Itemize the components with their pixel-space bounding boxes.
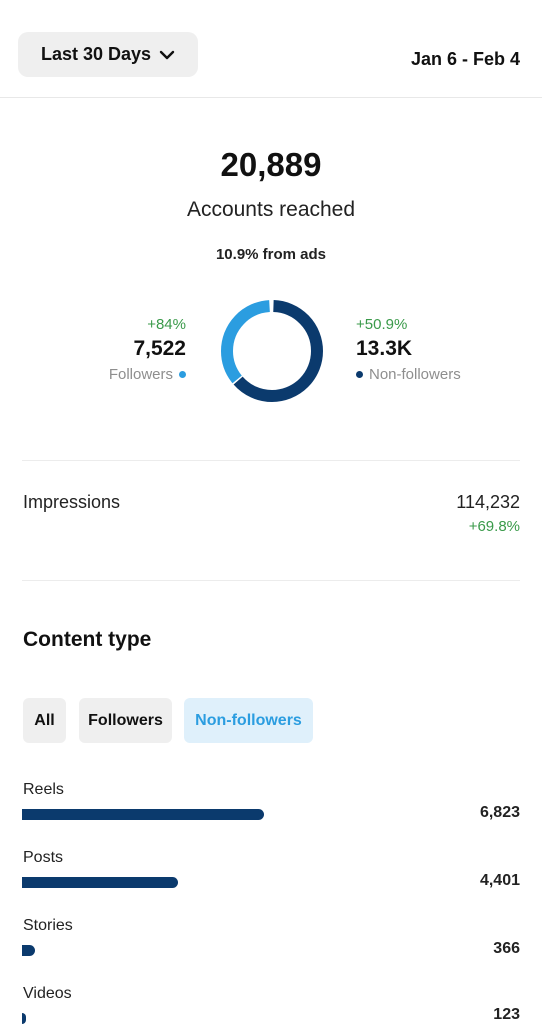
impressions-delta: +69.8% (468, 518, 520, 535)
non-followers-delta: +50.9% (356, 316, 408, 333)
content-row-bar-fill (22, 809, 264, 820)
impressions-value: 114,232 (456, 492, 520, 512)
content-row-value: 123 (493, 1006, 520, 1023)
content-row-label: Reels (23, 781, 64, 798)
date-range-dropdown[interactable]: Last 30 Days (18, 32, 198, 77)
non-followers-legend-dot (356, 371, 363, 378)
content-row-bar-fill (22, 1013, 27, 1024)
filter-chip-non-followers[interactable]: Non-followers (184, 698, 313, 743)
content-row-label: Posts (23, 849, 64, 866)
non-followers-stat: +50.9% 13.3K Non-followers (356, 316, 461, 383)
content-row-label: Stories (23, 917, 73, 934)
followers-legend-dot (179, 371, 186, 378)
ads-note: 10.9% from ads (215, 246, 327, 263)
content-row-value: 4,401 (479, 872, 520, 889)
impressions-label: Impressions (23, 492, 121, 512)
filter-chip-all[interactable]: All (23, 698, 66, 743)
date-range-text: Jan 6 - Feb 4 (410, 49, 520, 69)
followers-legend: Followers (109, 366, 186, 383)
reach-donut-chart (221, 300, 323, 402)
non-followers-legend: Non-followers (356, 366, 461, 383)
content-row-bar (22, 809, 382, 820)
filter-chip-followers[interactable]: Followers (79, 698, 172, 743)
donut-non-followers-segment (221, 300, 323, 402)
content-row-bar (22, 945, 382, 956)
followers-count: 7,522 (133, 337, 186, 360)
content-type-title: Content type (23, 628, 152, 651)
non-followers-legend-label: Non-followers (369, 366, 461, 383)
accounts-reached-value: 20,889 (220, 146, 322, 183)
donut-followers-segment (221, 300, 323, 402)
content-row-bar (22, 877, 382, 888)
non-followers-count: 13.3K (356, 337, 413, 360)
followers-stat: +84% 7,522 Followers (109, 316, 186, 383)
content-row-value: 366 (493, 940, 520, 957)
chevron-down-icon (159, 50, 175, 59)
followers-legend-label: Followers (108, 366, 173, 383)
header: Last 30 Days Jan 6 - Feb 4 (0, 0, 542, 98)
content-row-bar-fill (22, 945, 35, 956)
accounts-reached-label: Accounts reached (186, 198, 356, 221)
content-row-value: 6,823 (479, 804, 520, 821)
divider (22, 460, 520, 461)
divider (22, 580, 520, 581)
date-range-dropdown-label: Last 30 Days (40, 44, 152, 64)
content-row-label: Videos (23, 985, 72, 1002)
content-row-bar-fill (22, 877, 179, 888)
content-row-bar (22, 1013, 382, 1024)
followers-delta: +84% (147, 316, 186, 333)
